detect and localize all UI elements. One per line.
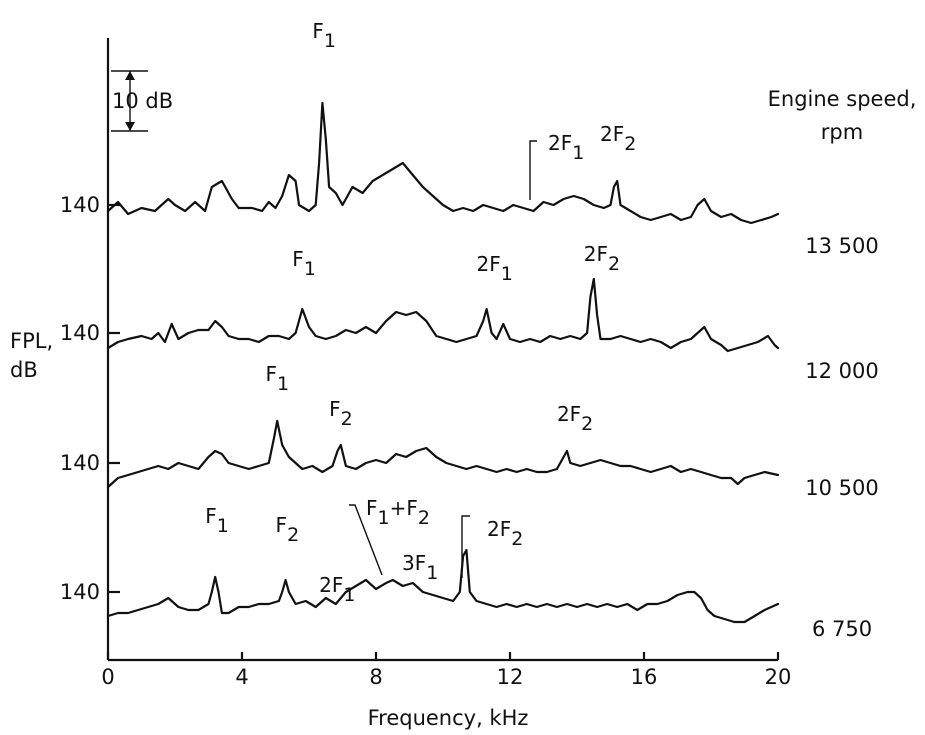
series-name-label: 10 500 [805, 476, 878, 500]
scale-bar: 10 dB [111, 70, 173, 132]
peak-annotation: 2F1 [319, 573, 355, 606]
peak-annotation: 2F2 [584, 242, 620, 275]
x-tick-label: 8 [369, 665, 382, 689]
series-name-group: 13 500 12 000 10 500 6 750 [805, 234, 878, 641]
y-tick-label: 140 [60, 193, 100, 217]
y-axis-label-line1: FPL, [10, 329, 53, 353]
y-tick-label: 140 [60, 580, 100, 604]
x-tick-label: 16 [631, 665, 658, 689]
peak-annotation: 2F2 [487, 517, 523, 550]
legend-title-line1: Engine speed, [768, 87, 917, 111]
peak-annotation: F1 [266, 362, 290, 395]
peak-annotation: F1 [292, 247, 316, 280]
peak-annotation: 2F2 [557, 402, 593, 435]
x-axis-label: Frequency, kHz [368, 706, 529, 730]
x-tick-group: 0 4 8 12 16 20 [101, 652, 791, 689]
peak-annotation: 2F1 [548, 131, 584, 164]
peak-annotation: 2F2 [600, 122, 636, 155]
annotation-group: F1 2F1 2F2 F1 2F1 2F2 F1 F2 2F2 F1 F2 2F1 F1+F2 3F1 2F… [205, 19, 636, 606]
spectrum-trace [106, 419, 780, 489]
y-axis-label-line2: dB [10, 358, 38, 382]
leader-lines [349, 140, 537, 578]
peak-annotation: F2 [276, 513, 300, 546]
series-name-label: 12 000 [805, 359, 878, 383]
peak-annotation: F1+F2 [366, 496, 430, 529]
legend-title-line2: rpm [821, 120, 863, 144]
y-tick-label: 140 [60, 451, 100, 475]
trace-group [106, 101, 780, 624]
peak-annotation: F1 [205, 504, 229, 537]
spectrum-trace [106, 548, 780, 624]
x-tick-label: 20 [765, 665, 792, 689]
series-name-label: 6 750 [812, 617, 872, 641]
peak-annotation: 3F1 [402, 551, 438, 584]
y-tick-label: 140 [60, 321, 100, 345]
peak-annotation: F1 [312, 19, 336, 52]
series-name-label: 13 500 [805, 234, 878, 258]
x-tick-label: 4 [235, 665, 248, 689]
x-tick-label: 0 [101, 665, 114, 689]
scale-bar-label: 10 dB [112, 89, 173, 113]
peak-annotation: 2F1 [477, 252, 513, 285]
x-tick-label: 12 [497, 665, 524, 689]
spectrum-trace [106, 277, 780, 353]
spectrum-trace [106, 101, 780, 225]
peak-annotation: F2 [329, 397, 353, 430]
y-tick-group: 140 140 140 140 [60, 193, 120, 604]
